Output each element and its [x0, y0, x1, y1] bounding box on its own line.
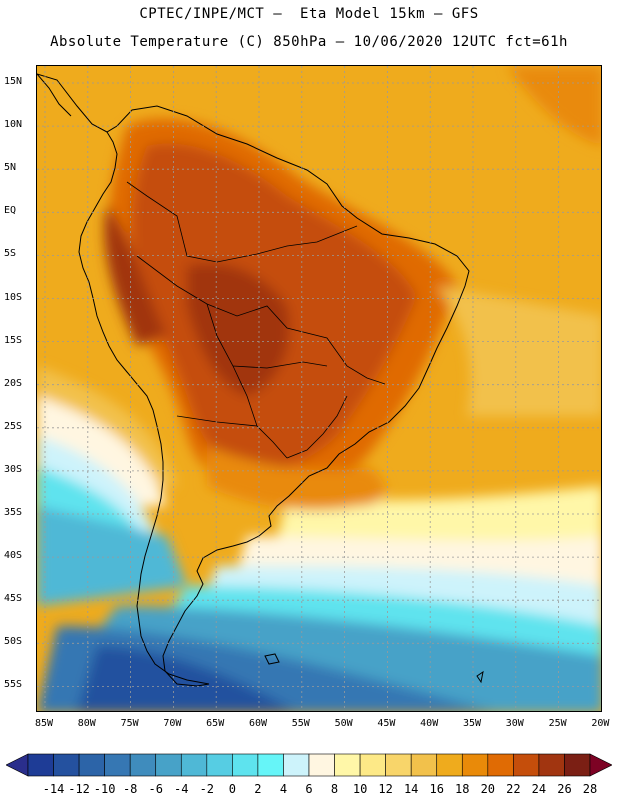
colorbar-swatch	[334, 753, 361, 777]
colorbar-tick-label: 14	[403, 782, 419, 796]
colorbar-swatch	[155, 753, 182, 777]
lat-lon-grid	[37, 66, 601, 711]
colorbar-swatch	[78, 753, 105, 777]
colorbar-tick-label: 24	[531, 782, 547, 796]
lon-tick-label: 35W	[462, 718, 482, 729]
lon-tick-label: 20W	[591, 718, 610, 729]
lon-tick-label: 55W	[291, 718, 310, 729]
colorbar-tick-label: 18	[455, 782, 470, 796]
colorbar-swatch	[104, 753, 131, 777]
map-panel	[36, 65, 602, 712]
colorbar-tick-label: -8	[122, 782, 138, 796]
lon-tick-label: 25W	[548, 718, 567, 729]
colorbar-tick-label: 6	[305, 782, 313, 796]
colorbar-swatch	[53, 753, 80, 777]
colorbar-tick-label: 16	[429, 782, 444, 796]
lon-tick-label: 80W	[77, 718, 96, 729]
colorbar-tick-label: 10	[352, 782, 368, 796]
colorbar-swatch	[27, 753, 54, 777]
colorbar-tick-label: -12	[68, 782, 90, 796]
colorbar-swatch	[129, 753, 157, 777]
country-borders	[126, 181, 386, 459]
colorbar-tick-label: -6	[148, 782, 163, 796]
lat-tick-label: 55S	[4, 679, 23, 691]
lat-tick-label: 20S	[4, 377, 23, 389]
colorbar-tick-label: 2	[254, 782, 262, 796]
colorbar-tick-label: -10	[93, 782, 116, 796]
lon-tick-label: 65W	[206, 718, 225, 729]
colorbar-swatch	[206, 753, 233, 777]
colorbar-swatch	[461, 753, 489, 777]
colorbar-swatch	[308, 753, 335, 777]
colorbar-tick-label: -4	[174, 782, 189, 796]
colorbar-tick-label: 26	[557, 782, 572, 796]
colorbar-tick-label: 0	[228, 782, 236, 796]
lon-tick-label: 30W	[505, 718, 524, 729]
colorbar-tick-label: 22	[506, 782, 521, 796]
lat-tick-label: 15N	[4, 76, 23, 87]
colorbar-tick-label: 4	[279, 782, 288, 796]
colorbar-under-arrow	[6, 753, 29, 777]
lon-tick-label: 45W	[377, 718, 396, 729]
lon-tick-label: 40W	[420, 718, 439, 729]
colorbar-swatch	[283, 753, 310, 777]
colorbar-swatch	[513, 753, 540, 777]
colorbar-swatch	[487, 753, 514, 777]
colorbar-swatch	[257, 753, 284, 777]
colorbar-swatch	[359, 753, 386, 777]
temperature-map	[37, 66, 601, 711]
temperature-field	[37, 66, 601, 711]
lat-tick-label: 25S	[4, 420, 23, 432]
lat-tick-label: 15S	[4, 334, 23, 346]
colorbar-swatch	[564, 753, 591, 777]
colorbar-swatch	[385, 753, 412, 777]
colorbar-tick-label: 20	[480, 782, 496, 796]
color-scale-bar	[6, 753, 612, 777]
lon-tick-label: 60W	[248, 718, 268, 729]
lon-tick-label: 75W	[120, 718, 139, 729]
lat-tick-label: 50S	[4, 636, 23, 648]
colorbar-tick-label: -14	[42, 782, 65, 796]
lat-tick-label: 35S	[4, 507, 23, 518]
map-subtitle: Absolute Temperature (C) 850hPa – 10/06/…	[50, 34, 568, 50]
lat-tick-label: 5S	[4, 248, 17, 260]
colorbar-swatch	[538, 753, 565, 777]
lat-tick-label: EQ	[4, 205, 17, 217]
colorbar-swatch	[410, 753, 438, 777]
lat-tick-label: 45S	[4, 593, 23, 605]
lon-tick-label: 70W	[163, 718, 182, 729]
lat-tick-label: 30S	[4, 463, 23, 475]
lat-tick-label: 10S	[4, 291, 23, 303]
colorbar-swatch	[436, 753, 463, 777]
lon-tick-label: 85W	[34, 718, 54, 729]
colorbar-over-arrow	[589, 753, 612, 777]
lon-tick-label: 50W	[334, 718, 353, 729]
colorbar-swatch	[232, 753, 259, 777]
map-title: CPTEC/INPE/MCT – Eta Model 15km – GFS	[139, 6, 479, 22]
colorbar-tick-label: 12	[378, 782, 393, 796]
lat-tick-label: 40S	[4, 550, 23, 562]
colorbar-tick-label: 28	[582, 782, 598, 796]
lat-tick-label: 5N	[4, 162, 17, 174]
colorbar-swatch	[180, 753, 208, 777]
lat-tick-label: 10N	[4, 119, 23, 131]
colorbar-tick-label: 8	[330, 782, 339, 796]
colorbar-tick-label: -2	[199, 782, 215, 796]
